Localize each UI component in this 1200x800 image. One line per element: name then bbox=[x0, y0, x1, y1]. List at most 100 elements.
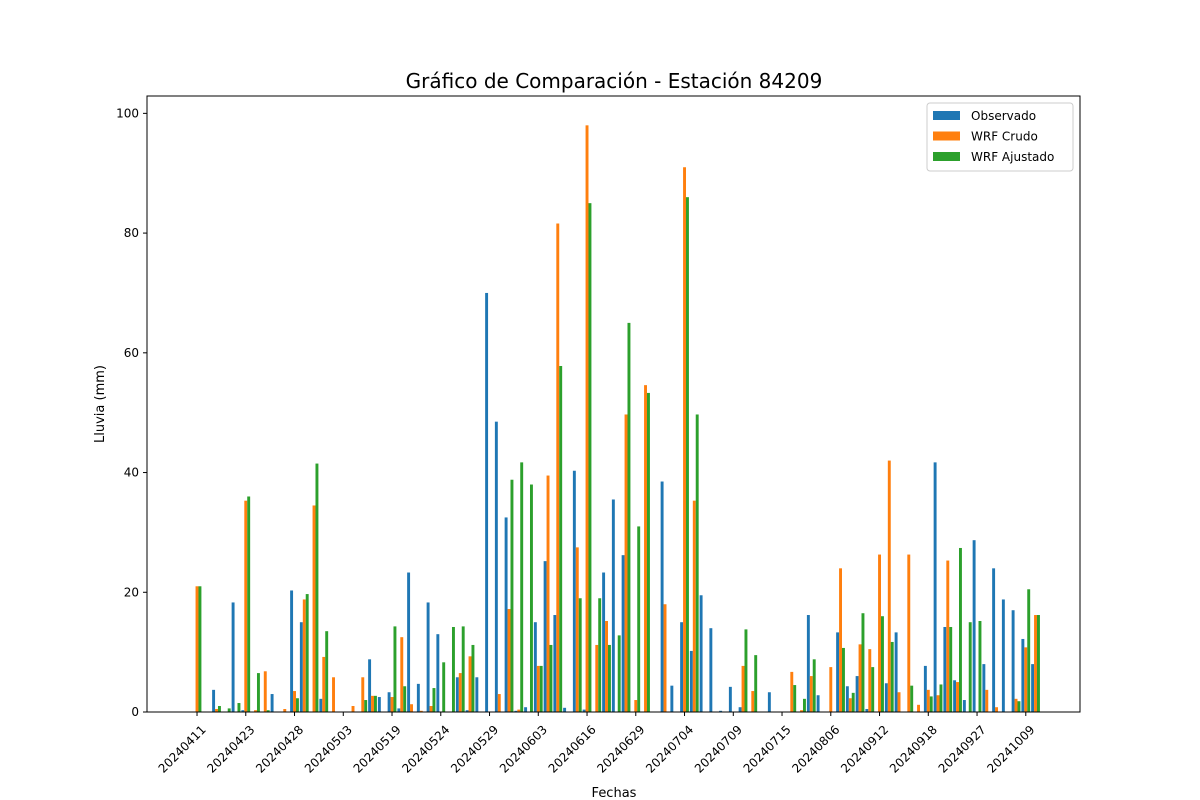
bar bbox=[244, 500, 248, 712]
bar bbox=[572, 470, 576, 712]
bar bbox=[933, 462, 937, 712]
bar bbox=[494, 421, 498, 712]
x-tick-label: 20240629 bbox=[594, 723, 647, 776]
bar bbox=[212, 689, 216, 712]
bar bbox=[377, 697, 381, 712]
bar bbox=[683, 167, 686, 712]
bar bbox=[816, 695, 820, 712]
bar bbox=[546, 475, 550, 712]
bar bbox=[699, 595, 703, 712]
legend-swatch bbox=[933, 131, 960, 141]
y-tick-label: 20 bbox=[124, 585, 139, 599]
bar bbox=[851, 692, 855, 712]
bar bbox=[865, 709, 869, 712]
bar bbox=[465, 710, 469, 712]
bar bbox=[582, 709, 586, 712]
bar bbox=[302, 599, 306, 712]
x-tick-label: 20240806 bbox=[789, 723, 842, 776]
bar bbox=[373, 695, 377, 712]
y-tick-label: 60 bbox=[124, 346, 139, 360]
bar bbox=[839, 568, 842, 712]
bar bbox=[738, 707, 742, 712]
bar bbox=[1031, 664, 1035, 712]
bar bbox=[995, 707, 999, 712]
bar bbox=[992, 568, 996, 712]
bar bbox=[890, 641, 894, 712]
x-tick-label: 20240428 bbox=[253, 723, 306, 776]
x-tick-label: 20240704 bbox=[643, 723, 696, 776]
bar bbox=[410, 704, 413, 712]
bar bbox=[809, 676, 813, 712]
bar bbox=[524, 707, 528, 712]
bar bbox=[858, 644, 862, 712]
bar bbox=[978, 621, 982, 712]
bar bbox=[299, 622, 303, 712]
bar bbox=[458, 673, 462, 712]
bar bbox=[670, 685, 674, 712]
bar bbox=[790, 671, 794, 712]
bar bbox=[845, 686, 849, 712]
bar bbox=[266, 710, 270, 712]
x-tick-label: 20240927 bbox=[936, 723, 989, 776]
bar bbox=[553, 615, 557, 712]
bar bbox=[871, 667, 875, 712]
x-tick-label: 20240503 bbox=[302, 723, 355, 776]
bar bbox=[968, 622, 972, 712]
bar bbox=[556, 223, 560, 713]
bar bbox=[283, 709, 287, 712]
bar bbox=[923, 665, 927, 712]
bar bbox=[322, 656, 326, 712]
legend-swatch bbox=[933, 111, 960, 120]
bar bbox=[241, 710, 245, 712]
bar bbox=[663, 604, 667, 712]
bar bbox=[751, 691, 755, 712]
bar bbox=[451, 626, 455, 712]
bar bbox=[247, 496, 251, 712]
x-axis-label: Fechas bbox=[592, 786, 637, 800]
bar bbox=[520, 462, 524, 712]
bar bbox=[393, 626, 397, 712]
legend-label: WRF Ajustado bbox=[971, 150, 1054, 164]
bar bbox=[517, 709, 521, 712]
bar bbox=[471, 644, 475, 712]
bar bbox=[442, 662, 446, 712]
bar bbox=[351, 706, 355, 712]
bar bbox=[237, 703, 241, 712]
bar bbox=[227, 708, 231, 712]
bar bbox=[361, 677, 365, 712]
bar bbox=[575, 547, 579, 712]
bar bbox=[644, 385, 647, 712]
bar bbox=[917, 704, 920, 712]
x-tick-label: 20240918 bbox=[887, 723, 940, 776]
y-tick-label: 40 bbox=[124, 466, 139, 480]
bar bbox=[855, 676, 859, 712]
bar bbox=[660, 481, 664, 712]
bar bbox=[387, 692, 391, 712]
bar bbox=[432, 688, 436, 712]
bar bbox=[939, 684, 943, 712]
bar bbox=[293, 691, 296, 712]
bar bbox=[539, 665, 543, 712]
bar bbox=[510, 479, 514, 712]
bar bbox=[680, 622, 684, 712]
bar bbox=[598, 598, 602, 712]
bar bbox=[958, 547, 962, 712]
x-tick-label: 20240519 bbox=[351, 723, 404, 776]
bar bbox=[812, 659, 816, 712]
bar bbox=[884, 683, 888, 712]
bar bbox=[617, 635, 621, 712]
bar bbox=[806, 615, 810, 712]
bar bbox=[403, 686, 407, 712]
chart-title: Gráfico de Comparación - Estación 84209 bbox=[406, 69, 823, 93]
bar bbox=[529, 484, 533, 712]
bar bbox=[536, 665, 540, 712]
bar bbox=[461, 626, 465, 712]
bar bbox=[429, 706, 433, 712]
bar bbox=[325, 631, 329, 712]
bar bbox=[588, 203, 592, 712]
bar bbox=[595, 644, 599, 712]
bar bbox=[549, 644, 553, 712]
bar bbox=[841, 647, 845, 712]
bar bbox=[215, 709, 218, 712]
bar bbox=[585, 125, 589, 713]
